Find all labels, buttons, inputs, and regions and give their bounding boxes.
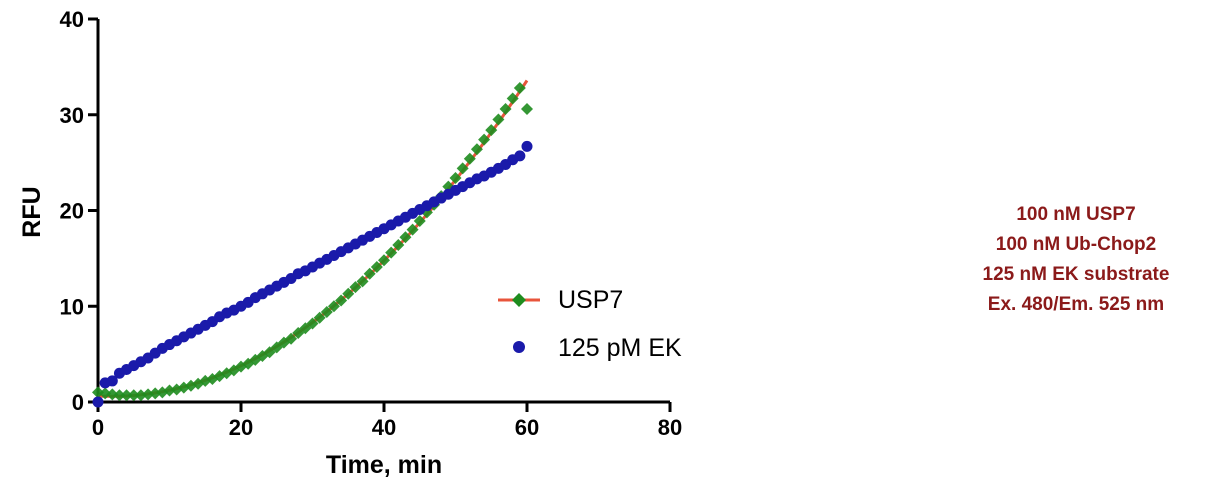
data-point-usp7 [378, 254, 390, 267]
y-axis-label: RFU [18, 186, 46, 237]
data-point-usp7 [99, 387, 112, 400]
rfu-time-chart: 0 20 40 60 80 0 10 20 30 40 USP7 125 pM EK RFU Ti… [18, 7, 683, 479]
y-tick-label: 0 [72, 390, 84, 415]
x-tick-label: 60 [515, 415, 539, 440]
data-point-usp7 [456, 162, 469, 175]
data-point-usp7 [406, 223, 419, 236]
data-point-usp7 [320, 305, 333, 318]
condition-line: 100 nM Ub-Chop2 [995, 234, 1157, 255]
data-point-usp7 [363, 267, 376, 280]
data-point-usp7 [285, 332, 298, 345]
data-point-usp7 [342, 287, 355, 300]
x-tick-label: 80 [658, 415, 682, 440]
data-point-usp7 [113, 389, 126, 402]
data-point-usp7 [120, 389, 133, 402]
data-point-usp7 [163, 384, 176, 397]
data-point-125-pm-ek [521, 140, 533, 152]
data-point-usp7 [349, 281, 362, 294]
data-point-125-pm-ek [106, 375, 118, 387]
data-point-usp7 [106, 388, 119, 401]
legend-marker-usp7 [512, 293, 526, 307]
axes: 0 20 40 60 80 0 10 20 30 40 [60, 7, 683, 440]
condition-line: 100 nM USP7 [1016, 204, 1136, 225]
y-tick-label: 30 [60, 103, 84, 128]
data-point-usp7 [449, 171, 462, 184]
data-point-usp7 [470, 143, 483, 156]
data-point-usp7 [513, 81, 526, 94]
data-point-usp7 [149, 387, 162, 400]
data-point-usp7 [327, 300, 340, 313]
data-point-usp7 [399, 231, 412, 244]
condition-line: 125 nM EK substrate [982, 264, 1170, 285]
y-tick-label: 40 [60, 7, 84, 32]
x-tick-label: 40 [372, 415, 396, 440]
legend-label-usp7: USP7 [558, 286, 623, 314]
data-point-usp7 [306, 317, 319, 330]
data-point-usp7 [370, 260, 383, 273]
data-point-125-pm-ek [514, 150, 526, 162]
legend: USP7 125 pM EK [498, 286, 682, 362]
data-point-usp7 [521, 103, 533, 116]
legend-label-ek: 125 pM EK [558, 334, 682, 362]
legend-marker-ek [513, 341, 525, 353]
condition-line: Ex. 480/Em. 525 nm [987, 294, 1165, 315]
data-point-usp7 [413, 215, 426, 228]
data-point-usp7 [485, 124, 498, 137]
data-point-usp7 [356, 275, 369, 288]
y-tick-label: 10 [60, 294, 84, 319]
data-point-usp7 [499, 103, 512, 116]
data-point-usp7 [313, 311, 326, 324]
data-point-usp7 [385, 246, 398, 259]
x-axis-label: Time, min [326, 451, 442, 479]
data-point-usp7 [92, 386, 104, 399]
data-point-usp7 [335, 294, 348, 307]
y-tick-label: 20 [60, 199, 84, 224]
data-point-usp7 [463, 152, 476, 165]
data-point-usp7 [134, 389, 147, 402]
data-point-usp7 [127, 389, 140, 402]
data-point-usp7 [492, 113, 505, 126]
experiment-conditions: 100 nM USP7 100 nM Ub-Chop2 125 nM EK su… [930, 200, 1222, 320]
x-tick-label: 0 [92, 415, 104, 440]
x-tick-label: 20 [229, 415, 253, 440]
data-point-usp7 [392, 238, 405, 251]
data-point-usp7 [142, 388, 155, 401]
data-points [92, 81, 533, 408]
data-point-usp7 [506, 92, 519, 105]
data-point-usp7 [478, 133, 491, 146]
data-point-125-pm-ek [92, 396, 104, 408]
